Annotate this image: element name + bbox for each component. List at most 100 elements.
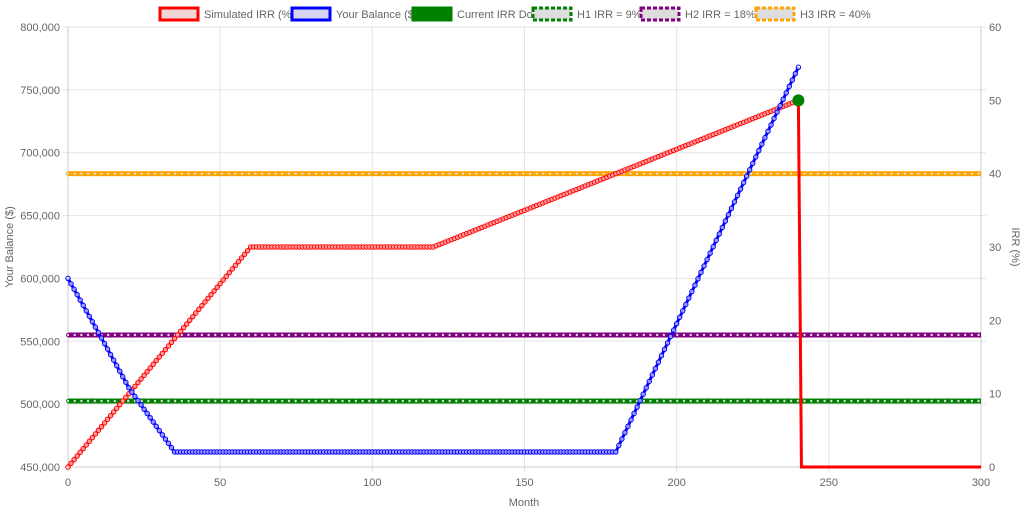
- horizon-marker: [822, 332, 827, 337]
- legend-item[interactable]: Your Balance ($): [290, 6, 418, 22]
- horizon-marker: [119, 332, 124, 337]
- horizon-marker: [260, 332, 265, 337]
- horizon-marker: [782, 398, 787, 403]
- horizon-marker: [474, 171, 479, 176]
- horizon-marker: [976, 332, 981, 337]
- horizon-marker: [601, 398, 606, 403]
- horizon-marker: [815, 398, 820, 403]
- horizon-marker: [146, 171, 151, 176]
- horizon-marker: [400, 332, 405, 337]
- data-point: [83, 308, 89, 314]
- legend-label: H2 IRR = 18%: [685, 9, 756, 21]
- horizon-marker: [809, 332, 814, 337]
- legend-item[interactable]: H2 IRR = 18%: [639, 6, 756, 22]
- horizon-marker: [835, 332, 840, 337]
- horizon-marker: [481, 398, 486, 403]
- horizon-marker: [568, 171, 573, 176]
- data-point: [190, 313, 196, 320]
- horizon-marker: [387, 171, 392, 176]
- horizon-marker: [856, 332, 861, 337]
- horizon-marker: [615, 398, 620, 403]
- data-point: [174, 332, 181, 338]
- horizon-marker: [608, 398, 613, 403]
- data-point: [132, 393, 138, 400]
- legend-item[interactable]: Simulated IRR (%): [158, 6, 295, 22]
- horizon-marker: [534, 332, 539, 337]
- horizon-marker: [688, 398, 693, 403]
- horizon-marker: [193, 398, 198, 403]
- horizon-marker: [856, 398, 861, 403]
- horizon-marker: [708, 171, 713, 176]
- data-point: [759, 141, 765, 147]
- horizon-marker: [199, 398, 204, 403]
- horizon-marker: [132, 171, 137, 176]
- legend[interactable]: Simulated IRR (%) Your Balance ($) Current…: [158, 6, 871, 22]
- horizon-marker: [213, 171, 218, 176]
- data-point: [74, 453, 80, 459]
- data-point: [120, 398, 126, 404]
- legend-item[interactable]: Current IRR Dot: [411, 6, 536, 22]
- data-point: [159, 432, 166, 438]
- data-point: [135, 379, 141, 386]
- horizon-marker: [681, 398, 686, 403]
- horizon-marker: [320, 332, 325, 337]
- data-point: [135, 397, 141, 404]
- horizon-marker: [541, 171, 546, 176]
- horizon-marker: [815, 171, 820, 176]
- horizon-marker: [434, 171, 439, 176]
- data-point: [789, 77, 796, 83]
- horizon-marker: [775, 332, 780, 337]
- data-point: [677, 314, 683, 320]
- horizon-marker: [340, 398, 345, 403]
- legend-swatch: [531, 6, 573, 22]
- horizon-marker: [668, 398, 673, 403]
- data-point: [168, 339, 175, 346]
- horizon-marker: [896, 332, 901, 337]
- horizon-marker: [762, 332, 767, 337]
- data-point: [165, 440, 172, 447]
- data-point: [83, 442, 89, 448]
- legend-label: H1 IRR = 9%: [577, 9, 642, 21]
- horizon-marker: [340, 171, 345, 176]
- horizon-marker: [969, 332, 974, 337]
- horizon-marker: [849, 332, 854, 337]
- horizon-marker: [829, 171, 834, 176]
- horizon-marker: [681, 332, 686, 337]
- horizon-marker: [902, 398, 907, 403]
- horizon-marker: [99, 171, 104, 176]
- horizon-marker: [849, 398, 854, 403]
- data-point: [646, 378, 652, 385]
- horizon-marker: [119, 171, 124, 176]
- horizon-marker: [300, 332, 305, 337]
- horizon-marker: [66, 398, 71, 403]
- data-point: [107, 351, 114, 358]
- horizon-marker: [153, 398, 158, 403]
- y-right-tick-label: 20: [989, 315, 1001, 327]
- horizon-marker: [621, 398, 626, 403]
- data-point: [743, 173, 750, 179]
- horizon-marker: [681, 171, 686, 176]
- data-point: [156, 427, 163, 434]
- horizon-marker: [260, 398, 265, 403]
- legend-item[interactable]: H3 IRR = 40%: [754, 6, 871, 22]
- data-point: [716, 231, 722, 237]
- horizon-marker: [327, 398, 332, 403]
- horizon-marker: [601, 332, 606, 337]
- horizon-marker: [286, 398, 291, 403]
- horizon-marker: [889, 398, 894, 403]
- horizon-marker: [548, 332, 553, 337]
- data-point: [199, 302, 205, 309]
- data-point: [701, 263, 707, 269]
- horizon-marker: [702, 332, 707, 337]
- horizon-marker: [708, 332, 713, 337]
- legend-item[interactable]: H1 IRR = 9%: [531, 6, 642, 22]
- horizon-marker: [159, 171, 164, 176]
- data-point: [144, 410, 150, 417]
- data-point: [117, 368, 123, 374]
- horizon-marker: [173, 171, 178, 176]
- horizon-marker: [835, 171, 840, 176]
- data-point: [101, 340, 108, 347]
- data-point: [722, 218, 729, 224]
- data-point: [110, 409, 117, 415]
- data-point: [113, 405, 120, 412]
